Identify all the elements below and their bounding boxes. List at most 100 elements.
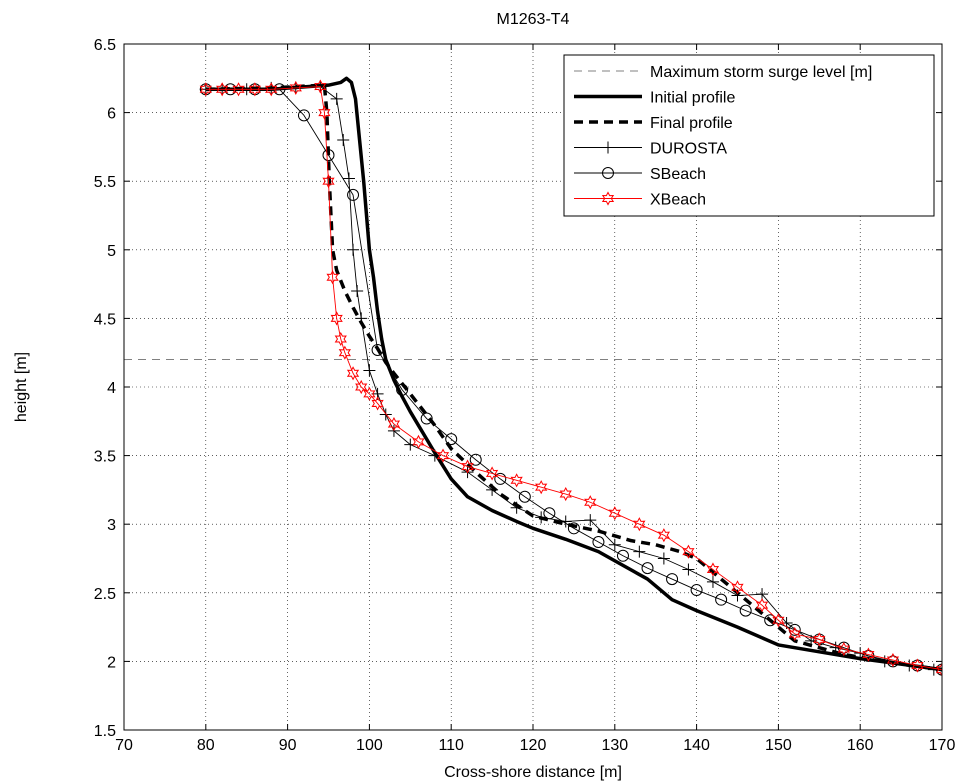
data-point (601, 191, 615, 206)
data-point (602, 141, 614, 154)
legend-label: XBeach (650, 192, 706, 209)
x-tick-label: 120 (520, 737, 547, 754)
data-point (346, 366, 360, 381)
data-point (363, 364, 376, 377)
data-point (420, 412, 433, 425)
y-tick-label: 3.5 (94, 449, 116, 466)
y-tick-label: 6 (107, 106, 116, 123)
data-point (584, 514, 597, 527)
data-point (318, 105, 331, 120)
x-tick-label: 170 (929, 737, 956, 754)
data-point (633, 545, 646, 558)
data-point (199, 82, 212, 97)
data-point (469, 453, 482, 466)
legend-label: Initial profile (650, 90, 735, 107)
data-point (788, 626, 801, 642)
data-point (755, 598, 769, 613)
data-point (886, 652, 900, 668)
legend: Maximum storm surge level [m] Initial pro… (563, 54, 935, 217)
y-tick-label: 4 (107, 380, 116, 397)
series-line (205, 76, 942, 672)
x-tick-label: 140 (683, 737, 710, 754)
data-point (666, 573, 679, 586)
data-point (314, 79, 327, 94)
data-point (330, 311, 343, 326)
data-point (657, 528, 671, 543)
data-point (657, 552, 670, 565)
grid (124, 44, 942, 730)
y-tick-label: 5.5 (94, 174, 116, 191)
legend-box (563, 54, 935, 217)
y-tick-label: 2 (107, 654, 116, 671)
y-tick-label: 2.5 (94, 586, 116, 603)
data-point (334, 331, 347, 347)
data-point (813, 632, 826, 647)
data-point (351, 284, 364, 297)
data-point (289, 80, 302, 95)
data-point (715, 593, 728, 606)
series-line (205, 83, 942, 672)
data-point (248, 82, 262, 97)
x-tick-label: 160 (847, 737, 874, 754)
data-point (682, 544, 695, 559)
data-point (485, 466, 499, 481)
data-point (862, 647, 875, 662)
data-point (518, 490, 531, 503)
legend-label: DUROSTA (650, 141, 727, 158)
data-point (682, 563, 695, 576)
data-point (337, 134, 350, 147)
x-tick-label: 100 (356, 737, 383, 754)
chart-title: M1263-T4 (497, 11, 570, 28)
x-tick-label: 110 (438, 737, 464, 754)
x-tick-label: 130 (601, 737, 628, 754)
y-tick-label: 3 (107, 517, 116, 534)
data-point (535, 480, 548, 495)
data-point (347, 243, 360, 256)
data-point (772, 613, 785, 628)
legend-label: SBeach (650, 166, 706, 183)
data-point (608, 538, 621, 551)
data-point (363, 386, 376, 401)
data-point (559, 486, 572, 502)
series-final-profile (205, 83, 942, 672)
y-tick-label: 4.5 (94, 311, 116, 328)
data-point (297, 109, 310, 122)
data-point (494, 472, 507, 485)
legend-label: Final profile (650, 115, 733, 132)
data-point (326, 270, 339, 285)
data-point (633, 517, 646, 532)
data-point (616, 549, 629, 562)
x-tick-label: 150 (765, 737, 792, 754)
data-point (935, 662, 942, 677)
series-xbeach (199, 79, 942, 677)
series-layer (124, 76, 942, 677)
data-point (412, 434, 425, 449)
data-point (764, 614, 777, 627)
data-point (232, 82, 245, 97)
data-point (731, 580, 744, 595)
y-axis-label: height [m] (13, 352, 30, 422)
legend-label: Maximum storm surge level [m] (650, 64, 872, 81)
y-tick-label: 6.5 (94, 37, 116, 54)
data-point (608, 506, 621, 521)
data-point (461, 459, 474, 474)
data-point (592, 536, 605, 549)
series-line (205, 86, 942, 671)
y-tick-label: 1.5 (94, 723, 116, 740)
data-point (602, 167, 614, 179)
data-point (739, 604, 752, 617)
data-point (641, 562, 654, 575)
data-point (342, 172, 355, 185)
data-point (584, 495, 597, 510)
data-point (911, 658, 924, 673)
data-point (265, 82, 278, 97)
x-tick-label: 80 (197, 737, 215, 754)
series-initial-profile (205, 76, 942, 672)
data-point (706, 562, 720, 577)
data-point (510, 473, 523, 488)
data-point (837, 641, 850, 657)
data-point (690, 584, 703, 597)
x-tick-label: 90 (279, 737, 297, 754)
data-point (387, 416, 401, 432)
